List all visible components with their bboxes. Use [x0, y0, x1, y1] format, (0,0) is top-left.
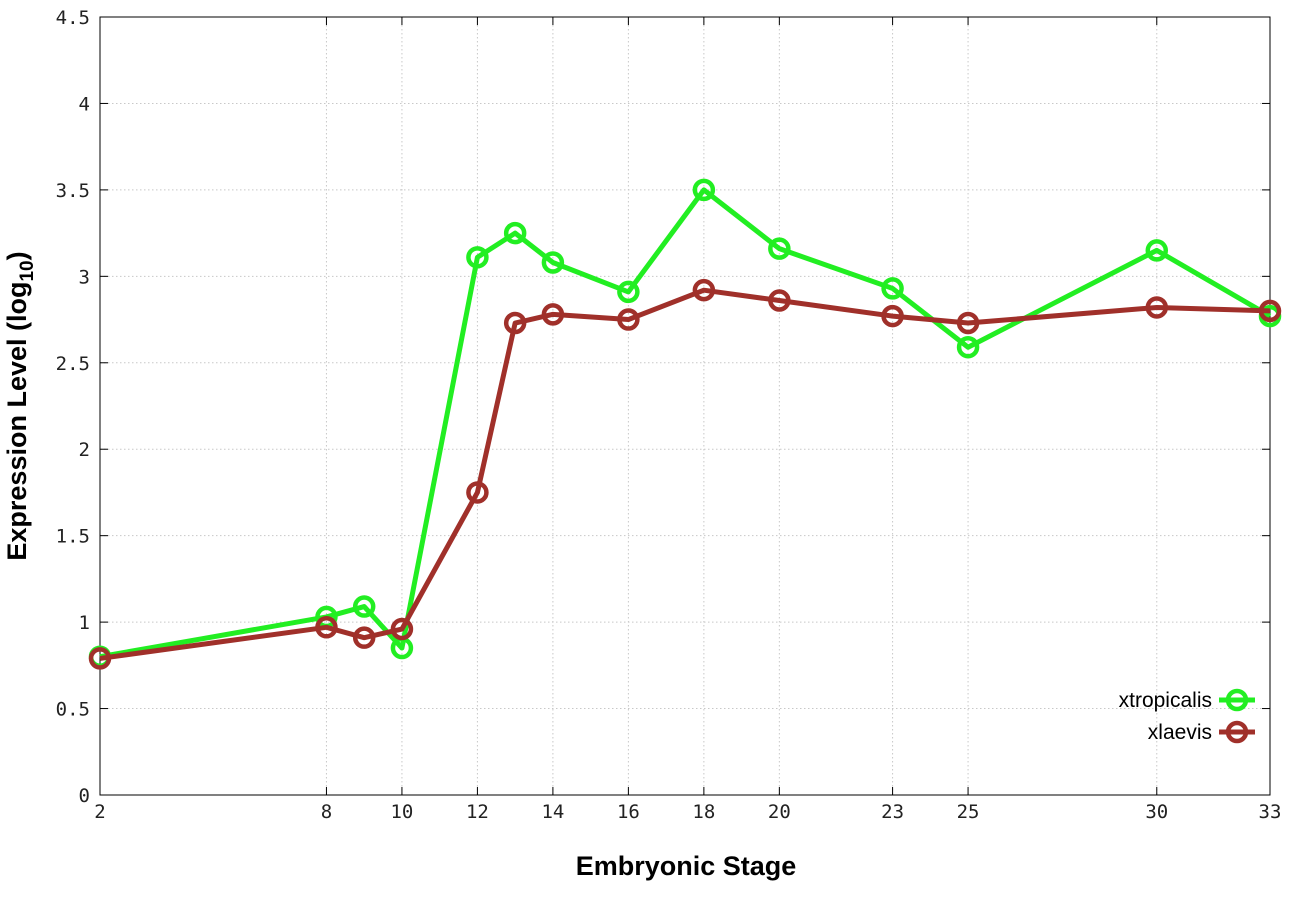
- data-point: [352, 626, 376, 649]
- data-point: [617, 308, 640, 331]
- data-point: [881, 304, 904, 328]
- y-tick-label: 3.5: [56, 180, 90, 202]
- x-tick-label: 25: [957, 801, 980, 823]
- x-tick-label: 33: [1259, 801, 1282, 823]
- series-line: [99, 187, 1272, 660]
- data-point: [88, 647, 112, 670]
- data-point: [1145, 239, 1169, 262]
- data-point: [768, 237, 791, 260]
- data-point: [541, 251, 565, 274]
- data-point: [1145, 296, 1169, 319]
- y-tick-label: 2: [79, 439, 90, 461]
- data-point: [692, 278, 716, 302]
- y-tick-label: 1.5: [56, 526, 90, 548]
- x-tick-label: 23: [881, 801, 904, 823]
- legend: xtropicalis xlaevis: [1119, 688, 1255, 744]
- series-line: [99, 287, 1271, 661]
- y-axis-title: Expression Level (log10): [2, 251, 38, 560]
- data-point: [541, 303, 565, 326]
- legend-label: xlaevis: [1148, 721, 1212, 744]
- x-tick-label: 18: [692, 801, 715, 823]
- y-tick-label: 2.5: [56, 353, 90, 375]
- legend-marker: [1225, 720, 1249, 744]
- x-tick-label: 10: [390, 801, 413, 823]
- y-tick-label: 4: [79, 93, 90, 115]
- y-tick-label: 4.5: [56, 7, 90, 29]
- x-tick-label: 16: [617, 801, 640, 823]
- y-tick-label: 0.5: [56, 699, 90, 721]
- data-point: [692, 178, 716, 202]
- x-tick-label: 12: [466, 801, 489, 823]
- legend-entry: xtropicalis: [1119, 688, 1255, 712]
- data-point: [956, 311, 980, 335]
- series-xlaevis: [88, 278, 1282, 670]
- x-tick-label: 8: [321, 801, 332, 823]
- data-point: [768, 289, 791, 312]
- data-point: [466, 246, 489, 269]
- x-tick-label: 2: [94, 801, 105, 823]
- y-tick-label: 1: [79, 612, 90, 634]
- axis-ticks: 0 0.5 1 1.5 2 2.5 3 3.5 4 4.5 2 8 10 12 14 16 18 20 23 25 30…: [56, 7, 1282, 823]
- x-tick-label: 20: [768, 801, 791, 823]
- series-layer: [88, 178, 1282, 670]
- data-point: [315, 616, 338, 639]
- grid-lines: [100, 17, 1270, 795]
- data-point: [352, 595, 376, 618]
- data-point: [881, 277, 904, 300]
- y-axis-title-subscript: 10: [17, 260, 38, 281]
- series-xtropicalis: [88, 178, 1282, 668]
- data-point: [503, 311, 527, 335]
- legend-entry: xlaevis: [1148, 720, 1255, 744]
- x-tick-label: 14: [541, 801, 564, 823]
- y-axis-title-close: ): [2, 251, 32, 260]
- legend-marker: [1225, 688, 1249, 712]
- data-point: [956, 335, 980, 359]
- x-tick-label: 30: [1145, 801, 1168, 823]
- data-point: [503, 221, 527, 245]
- x-axis-title: Embryonic Stage: [576, 851, 797, 881]
- data-point: [1258, 299, 1282, 323]
- plot-frame: [99, 16, 1271, 796]
- legend-label: xtropicalis: [1119, 689, 1212, 712]
- y-tick-label: 3: [79, 266, 90, 288]
- data-point: [390, 617, 414, 641]
- y-tick-label: 0: [79, 785, 90, 807]
- data-point: [617, 280, 640, 304]
- y-axis-title-main: Expression Level (log: [2, 282, 32, 561]
- data-point: [466, 481, 489, 504]
